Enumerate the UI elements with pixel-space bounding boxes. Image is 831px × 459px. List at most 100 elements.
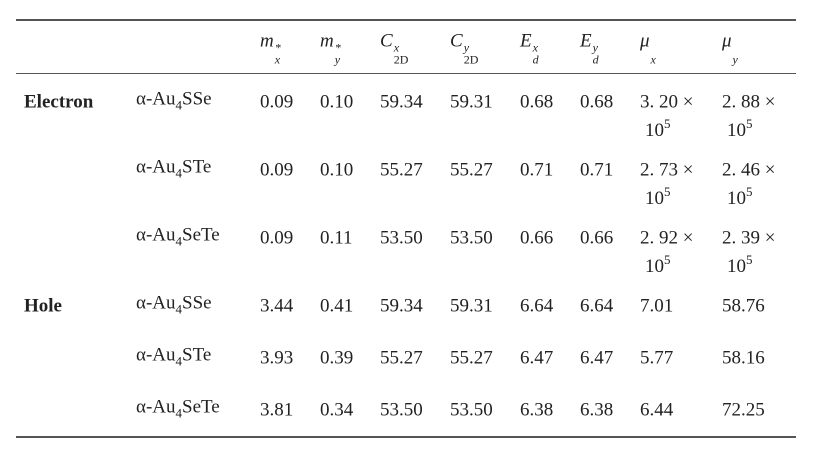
header-cell: m * y — [320, 29, 341, 66]
material-suffix: STe — [182, 156, 212, 178]
header-symbol: μ — [640, 30, 650, 52]
value-cell: 0.71 — [520, 159, 554, 181]
group-label: Hole — [24, 295, 62, 317]
header-sub: d — [592, 52, 599, 67]
value-cell: 72.25 — [722, 399, 765, 421]
value-cell: 6.38 — [520, 399, 554, 421]
value-cell: 53.50 — [380, 399, 423, 421]
value-power: 105 — [727, 111, 753, 143]
value-cell: 0.41 — [320, 295, 354, 317]
value-cell: 2. 39 × — [722, 227, 776, 249]
header-scripts: y — [733, 42, 738, 66]
material: α-Au4SeTe — [136, 223, 220, 254]
value-cell: 0.10 — [320, 159, 354, 181]
material-suffix: SeTe — [182, 396, 220, 418]
value-cell: 53.50 — [450, 399, 493, 421]
value-cell: 0.68 — [580, 91, 614, 113]
material-prefix: α-Au — [136, 224, 176, 246]
value-power: 105 — [727, 247, 753, 279]
material-sub: 4 — [175, 233, 183, 249]
header-sub: y — [334, 52, 341, 67]
power-exponent: 5 — [664, 184, 671, 199]
header-symbol: E — [520, 30, 532, 52]
header-sub: y — [732, 52, 738, 67]
material-sub: 4 — [175, 405, 183, 421]
value-cell: 55.27 — [450, 159, 493, 181]
material: α-Au4SSe — [136, 87, 212, 118]
header-cell: μ x — [640, 29, 656, 66]
header-cell: m * x — [260, 29, 281, 66]
value-cell: 0.71 — [580, 159, 614, 181]
power-exponent: 5 — [746, 116, 753, 131]
value-power: 105 — [645, 179, 671, 211]
header-scripts: x 2D — [394, 42, 409, 66]
value-cell: 6.47 — [520, 347, 554, 369]
power-exponent: 5 — [746, 184, 753, 199]
material-sub: 4 — [175, 97, 183, 113]
value-power: 105 — [645, 111, 671, 143]
material-prefix: α-Au — [136, 344, 176, 366]
header-scripts: x — [651, 42, 656, 66]
value-cell: 5.77 — [640, 347, 674, 369]
value-cell: 2. 88 × — [722, 91, 776, 113]
value-cell: 53.50 — [450, 227, 493, 249]
value-cell: 59.31 — [450, 91, 493, 113]
value-cell: 2. 92 × — [640, 227, 694, 249]
material-suffix: SeTe — [182, 224, 220, 246]
value-cell: 0.11 — [320, 227, 353, 249]
header-symbol: E — [580, 30, 592, 52]
value-power: 105 — [645, 247, 671, 279]
header-sub: x — [274, 52, 281, 67]
value-cell: 2. 46 × — [722, 159, 776, 181]
header-sup: y — [592, 40, 598, 55]
material-prefix: α-Au — [136, 88, 176, 110]
header-sup: * — [334, 40, 341, 55]
header-rule — [16, 73, 796, 74]
header-scripts: y 2D — [464, 42, 479, 66]
header-sub: x — [650, 52, 656, 67]
header-sup: y — [463, 40, 470, 55]
header-symbol: m — [320, 30, 334, 52]
power-exponent: 5 — [664, 116, 671, 131]
power-exponent: 5 — [746, 252, 753, 267]
header-sup: * — [274, 40, 281, 55]
value-cell: 0.66 — [520, 227, 554, 249]
value-cell: 6.64 — [580, 295, 614, 317]
value-cell: 0.34 — [320, 399, 354, 421]
value-cell: 59.34 — [380, 91, 423, 113]
value-cell: 55.27 — [380, 347, 423, 369]
material-suffix: SSe — [182, 88, 212, 110]
value-cell: 6.38 — [580, 399, 614, 421]
header-cell: μ y — [722, 29, 738, 66]
power-exponent: 5 — [664, 252, 671, 267]
value-cell: 0.09 — [260, 227, 294, 249]
material-prefix: α-Au — [136, 396, 176, 418]
bottom-rule — [16, 436, 796, 438]
material: α-Au4STe — [136, 155, 211, 186]
material-sub: 4 — [175, 353, 183, 369]
power-base: 10 — [645, 120, 664, 141]
power-base: 10 — [645, 188, 664, 209]
header-symbol: C — [450, 30, 463, 52]
value-cell: 0.09 — [260, 91, 294, 113]
value-cell: 58.16 — [722, 347, 765, 369]
power-base: 10 — [727, 120, 746, 141]
value-cell: 6.47 — [580, 347, 614, 369]
value-cell: 3.44 — [260, 295, 294, 317]
value-cell: 0.09 — [260, 159, 294, 181]
material-sub: 4 — [175, 301, 183, 317]
value-cell: 0.66 — [580, 227, 614, 249]
power-base: 10 — [645, 256, 664, 277]
header-symbol: C — [380, 30, 393, 52]
material-sub: 4 — [175, 165, 183, 181]
value-cell: 0.39 — [320, 347, 354, 369]
header-sup: x — [532, 40, 538, 55]
header-symbol: μ — [722, 30, 732, 52]
header-scripts: * x — [275, 42, 281, 66]
value-cell: 3.93 — [260, 347, 294, 369]
value-cell: 2. 73 × — [640, 159, 694, 181]
